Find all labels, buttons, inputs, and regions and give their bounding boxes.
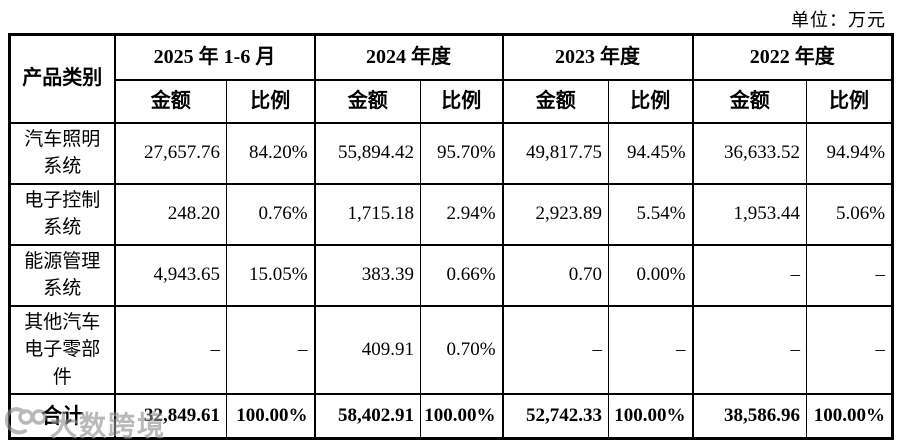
ratio-header: 比例 xyxy=(225,78,316,124)
period-header-2024: 2024 年度 xyxy=(313,33,504,81)
table-row: 其他汽车电子零部件 – – 409.91 0.70% – – – – xyxy=(9,304,894,396)
total-ratio-cell: 100.00% xyxy=(225,393,316,440)
category-cell: 汽车照明系统 xyxy=(9,121,115,185)
amount-cell: 409.91 xyxy=(313,304,422,396)
amount-cell: 55,894.42 xyxy=(313,121,422,185)
amount-cell: 0.70 xyxy=(501,243,610,307)
ratio-cell: 94.94% xyxy=(806,121,894,185)
unit-label: 单位：万元 xyxy=(791,10,886,30)
total-ratio-cell: 100.00% xyxy=(806,393,894,440)
category-cell: 其他汽车电子零部件 xyxy=(9,304,115,396)
ratio-cell: 0.70% xyxy=(420,304,504,396)
ratio-cell: 95.70% xyxy=(420,121,504,185)
ratio-header: 比例 xyxy=(806,78,894,124)
total-amount-cell: 58,402.91 xyxy=(313,393,422,440)
ratio-header: 比例 xyxy=(420,78,504,124)
amount-header: 金额 xyxy=(691,78,808,124)
ratio-cell: 5.54% xyxy=(608,182,694,246)
period-header-2022: 2022 年度 xyxy=(691,33,894,81)
amount-header: 金额 xyxy=(313,78,422,124)
amount-cell: 49,817.75 xyxy=(501,121,610,185)
amount-cell: 2,923.89 xyxy=(501,182,610,246)
ratio-cell: 84.20% xyxy=(225,121,316,185)
period-header-2025: 2025 年 1-6 月 xyxy=(113,33,316,81)
total-ratio-cell: 100.00% xyxy=(420,393,504,440)
amount-cell: – xyxy=(691,243,808,307)
ratio-cell: 0.00% xyxy=(608,243,694,307)
amount-cell: 4,943.65 xyxy=(113,243,227,307)
table-row: 能源管理系统 4,943.65 15.05% 383.39 0.66% 0.70… xyxy=(9,243,894,307)
amount-cell: 36,633.52 xyxy=(691,121,808,185)
total-ratio-cell: 100.00% xyxy=(608,393,694,440)
total-row: 合计 32,849.61 100.00% 58,402.91 100.00% 5… xyxy=(9,393,894,440)
amount-header: 金额 xyxy=(113,78,227,124)
amount-cell: – xyxy=(691,304,808,396)
table-row: 汽车照明系统 27,657.76 84.20% 55,894.42 95.70%… xyxy=(9,121,894,185)
amount-cell: 383.39 xyxy=(313,243,422,307)
category-cell: 电子控制系统 xyxy=(9,182,115,246)
ratio-cell: 15.05% xyxy=(225,243,316,307)
total-amount-cell: 32,849.61 xyxy=(113,393,227,440)
total-amount-cell: 52,742.33 xyxy=(501,393,610,440)
amount-cell: 1,953.44 xyxy=(691,182,808,246)
ratio-cell: 0.66% xyxy=(420,243,504,307)
total-label: 合计 xyxy=(9,393,115,440)
ratio-cell: – xyxy=(806,243,894,307)
ratio-cell: – xyxy=(608,304,694,396)
ratio-cell: 2.94% xyxy=(420,182,504,246)
ratio-cell: 94.45% xyxy=(608,121,694,185)
amount-cell: 248.20 xyxy=(113,182,227,246)
header-group-row: 产品类别 2025 年 1-6 月 2024 年度 2023 年度 2022 年… xyxy=(9,33,894,124)
ratio-cell: – xyxy=(225,304,316,396)
amount-header: 金额 xyxy=(501,78,610,124)
amount-cell: – xyxy=(501,304,610,396)
ratio-cell: 0.76% xyxy=(225,182,316,246)
total-amount-cell: 38,586.96 xyxy=(691,393,808,440)
category-cell: 能源管理系统 xyxy=(9,243,115,307)
table-row: 电子控制系统 248.20 0.76% 1,715.18 2.94% 2,923… xyxy=(9,182,894,246)
amount-cell: 27,657.76 xyxy=(113,121,227,185)
ratio-cell: – xyxy=(806,304,894,396)
amount-cell: 1,715.18 xyxy=(313,182,422,246)
ratio-header: 比例 xyxy=(608,78,694,124)
ratio-cell: 5.06% xyxy=(806,182,894,246)
amount-cell: – xyxy=(113,304,227,396)
product-revenue-table: 产品类别 2025 年 1-6 月 2024 年度 2023 年度 2022 年… xyxy=(8,33,895,440)
header-sub-row: 金额 比例 金额 比例 金额 比例 金额 比例 xyxy=(10,78,894,124)
period-header-2023: 2023 年度 xyxy=(501,33,694,81)
category-header: 产品类别 xyxy=(9,33,115,124)
